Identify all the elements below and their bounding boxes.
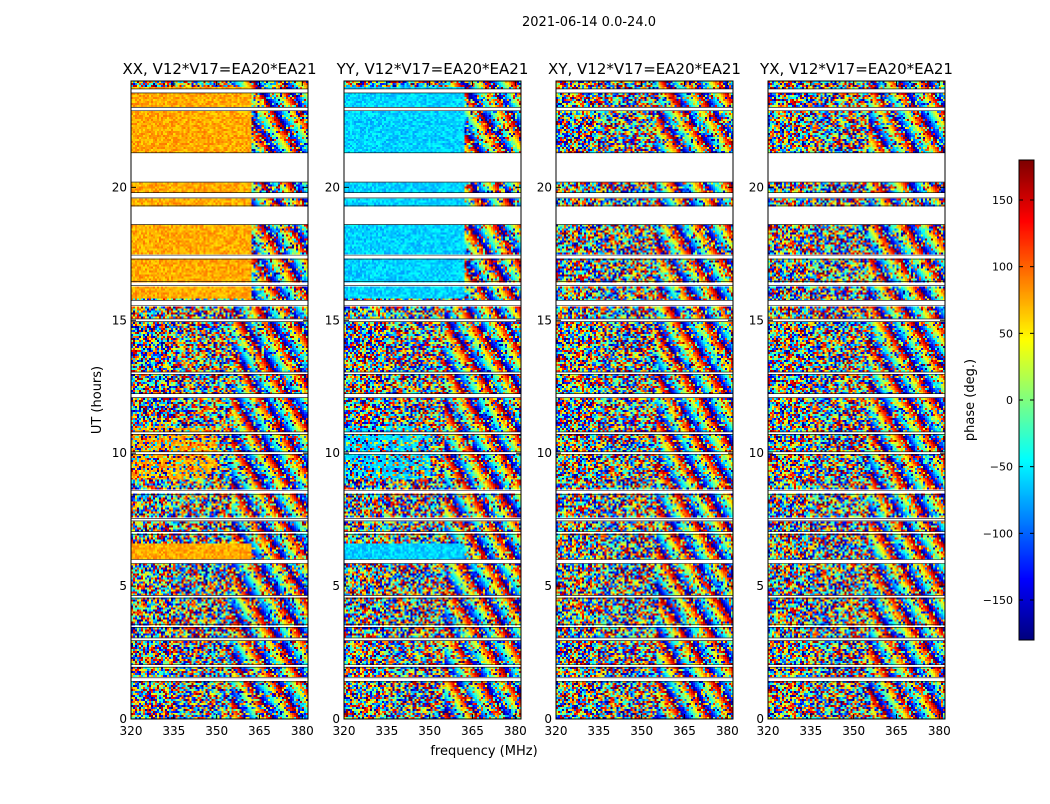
y-tick-label: 0: [119, 712, 127, 726]
y-tick-label: 5: [332, 579, 340, 593]
panel-yy: YY, V12*V17=EA20*EA21 320 335 350 365 380 0 5 10…: [325, 60, 529, 738]
panel-title: YY, V12*V17=EA20*EA21: [336, 60, 529, 78]
panel-frame: [343, 80, 522, 720]
x-tick-label: 320: [545, 724, 568, 738]
figure-title: 2021-06-14 0.0-24.0: [522, 15, 656, 30]
y-tick-label: 15: [749, 313, 764, 327]
colorbar-tick-label: 50: [999, 327, 1013, 340]
y-tick-label: 20: [749, 180, 764, 194]
x-tick-label: 320: [757, 724, 780, 738]
x-tick-label: 320: [333, 724, 356, 738]
y-tick-label: 0: [756, 712, 764, 726]
x-tick-label: 380: [928, 724, 951, 738]
x-tick-label: 335: [375, 724, 398, 738]
colorbar: 150 100 50 0 −50 −100 −150: [983, 159, 1035, 641]
colorbar-tick-label: 150: [992, 194, 1013, 207]
x-tick-label: 335: [799, 724, 822, 738]
heatmap-xx: [131, 81, 308, 719]
colorbar-tick-label: −50: [990, 461, 1013, 474]
panels-group: XX, V12*V17=EA20*EA21 320 335 350 365 380 0 5 10…: [112, 60, 953, 738]
y-tick-label: 20: [325, 180, 340, 194]
y-tick-label: 10: [112, 446, 127, 460]
x-tick-label: 365: [673, 724, 696, 738]
y-tick-label: 5: [544, 579, 552, 593]
x-tick-label: 350: [418, 724, 441, 738]
x-tick-label: 350: [842, 724, 865, 738]
x-tick-label: 380: [291, 724, 314, 738]
y-tick-label: 5: [119, 579, 127, 593]
y-tick-label: 10: [325, 446, 340, 460]
colorbar-tick-label: 100: [992, 261, 1013, 274]
panel-title: YX, V12*V17=EA20*EA21: [759, 60, 953, 78]
colorbar-tick-label: 0: [1006, 394, 1013, 407]
y-tick-label: 10: [749, 446, 764, 460]
y-tick-label: 15: [112, 313, 127, 327]
y-tick-label: 5: [756, 579, 764, 593]
x-tick-label: 335: [587, 724, 610, 738]
y-tick-label: 10: [537, 446, 552, 460]
heatmap-yx: [768, 81, 945, 719]
colorbar-tick-label: −100: [983, 527, 1013, 540]
y-tick-label: 15: [325, 313, 340, 327]
x-tick-label: 320: [120, 724, 143, 738]
y-tick-label: 0: [544, 712, 552, 726]
y-axis-label: UT (hours): [90, 366, 105, 434]
colorbar-label: phase (deg.): [963, 359, 978, 441]
y-tick-label: 0: [332, 712, 340, 726]
x-tick-label: 365: [248, 724, 271, 738]
panel-title: XX, V12*V17=EA20*EA21: [122, 60, 316, 78]
y-tick-label: 20: [112, 180, 127, 194]
x-tick-label: 365: [885, 724, 908, 738]
heatmap-yy: [344, 81, 521, 719]
heatmap-xy: [556, 81, 733, 719]
y-tick-label: 20: [537, 180, 552, 194]
panel-xy: XY, V12*V17=EA20*EA21 320 335 350 365 380 0 5 10…: [537, 60, 741, 738]
x-tick-label: 380: [716, 724, 739, 738]
x-axis-label: frequency (MHz): [430, 744, 537, 759]
colorbar-gradient: [1019, 160, 1034, 640]
panel-yx: YX, V12*V17=EA20*EA21 320 335 350 365 380 0 5 10…: [749, 60, 953, 738]
panel-frame: [767, 80, 946, 720]
panel-frame: [555, 80, 734, 720]
x-tick-label: 350: [630, 724, 653, 738]
panel-title: XY, V12*V17=EA20*EA21: [548, 60, 741, 78]
x-tick-label: 350: [205, 724, 228, 738]
panel-xx: XX, V12*V17=EA20*EA21 320 335 350 365 380 0 5 10…: [112, 60, 317, 738]
y-tick-label: 15: [537, 313, 552, 327]
x-tick-label: 380: [504, 724, 527, 738]
colorbar-tick-label: −150: [983, 594, 1013, 607]
panel-frame: [130, 80, 309, 720]
x-tick-label: 335: [162, 724, 185, 738]
x-tick-label: 365: [461, 724, 484, 738]
